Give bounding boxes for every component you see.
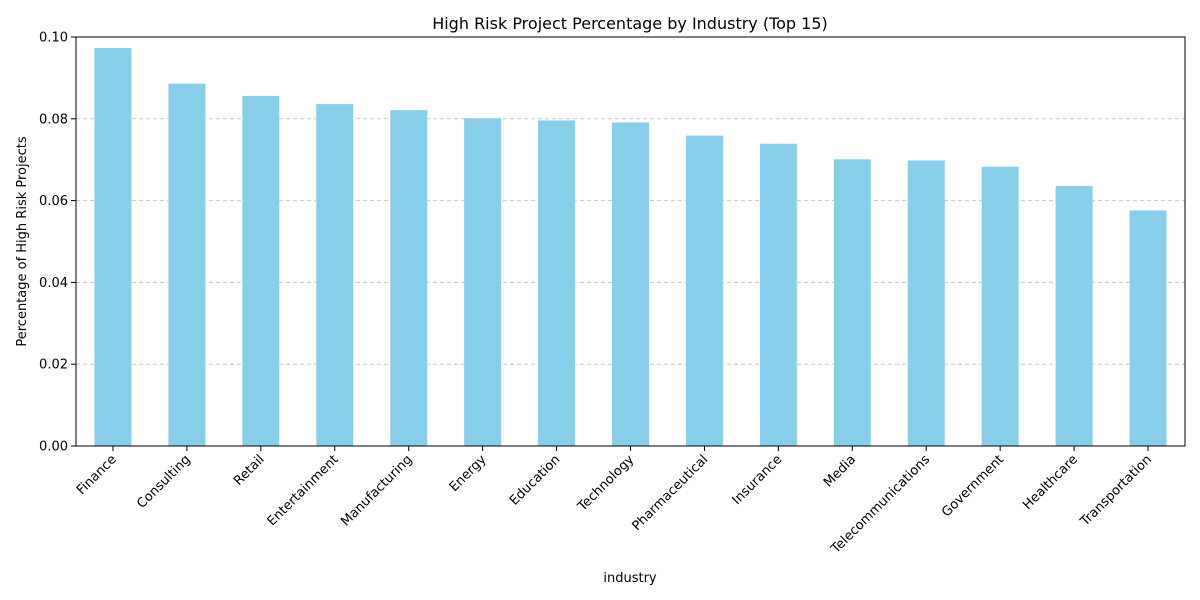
x-axis-label: industry	[603, 571, 657, 586]
bar-telecommunications	[907, 160, 945, 446]
x-tick-label: Insurance	[729, 452, 785, 508]
bar-insurance	[759, 143, 797, 446]
bar-manufacturing	[390, 110, 428, 446]
bar-finance	[94, 48, 132, 446]
x-tick-label: Consulting	[134, 452, 193, 511]
bar-energy	[464, 118, 502, 447]
bar-healthcare	[1055, 185, 1093, 446]
y-axis-ticks: 0.00 0.02 0.04 0.06 0.08 0.10	[39, 31, 76, 455]
x-axis-ticks: Finance Consulting RetailEntertainmentManu…	[74, 446, 1155, 557]
y-tick-label: 0.08	[39, 112, 68, 127]
y-tick-label: 0.02	[39, 358, 68, 373]
bar-consulting	[168, 83, 206, 446]
x-tick-label: Energy	[447, 452, 490, 495]
bar-entertainment	[316, 104, 354, 447]
x-tick-label: Government	[939, 452, 1007, 520]
chart-title: High Risk Project Percentage by Industry…	[432, 14, 828, 33]
bars	[94, 48, 1167, 447]
x-tick-label: Education	[507, 452, 563, 508]
y-tick-label: 0.04	[39, 276, 68, 291]
bar-pharmaceutical	[685, 135, 723, 446]
bar-technology	[612, 122, 649, 446]
y-tick-label: 0.10	[39, 31, 68, 46]
y-tick-label: 0.06	[39, 194, 68, 209]
x-tick-label: Finance	[74, 452, 120, 498]
x-tick-label: Entertainment	[265, 452, 342, 529]
x-tick-label: Retail	[231, 452, 268, 489]
x-tick-label: Pharmaceutical	[630, 452, 712, 534]
bar-media	[833, 159, 871, 446]
bar-transportation	[1129, 210, 1167, 446]
bar-education	[538, 120, 576, 446]
y-axis-label: Percentage of High Risk Projects	[15, 136, 30, 346]
y-tick-label: 0.00	[39, 440, 68, 455]
x-tick-label: Transportation	[1077, 452, 1155, 530]
x-tick-label: Healthcare	[1020, 452, 1081, 513]
x-tick-label: Media	[821, 452, 859, 490]
x-tick-label: Technology	[575, 452, 638, 515]
bar-retail	[242, 95, 280, 447]
x-tick-label: Manufacturing	[338, 452, 415, 529]
bar-government	[981, 166, 1019, 446]
